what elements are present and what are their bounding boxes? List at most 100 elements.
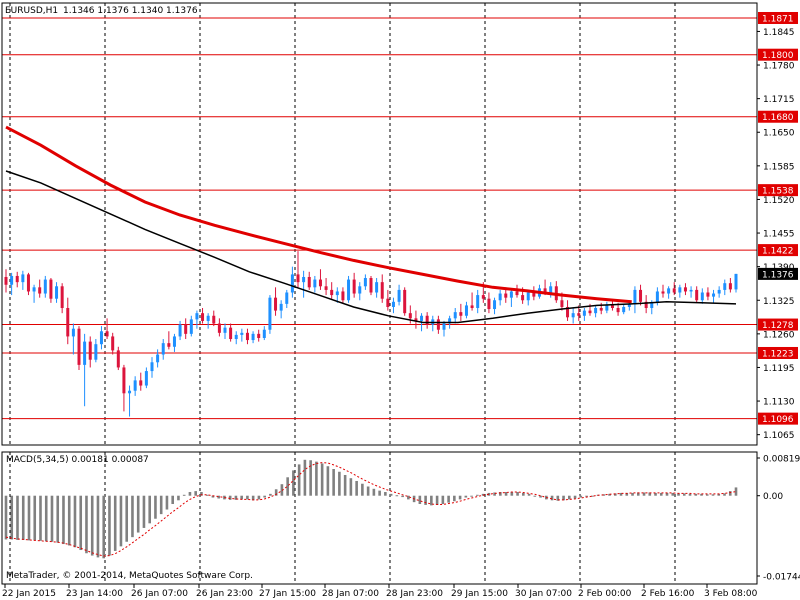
candle-body	[330, 289, 334, 296]
copyright-text: MetaTrader, © 2001-2014, MetaQuotes Soft…	[6, 571, 253, 581]
candle-body	[420, 315, 424, 321]
candle-body	[99, 331, 103, 345]
macd-bar	[56, 495, 60, 543]
macd-bar	[131, 495, 134, 538]
moving-average-slow-line	[5, 125, 632, 304]
macd-bar	[470, 495, 473, 497]
candle-body	[60, 286, 64, 309]
current-price-label: 1.1376	[762, 270, 794, 280]
candle-body	[335, 291, 339, 296]
x-tick-label: 3 Feb 08:00	[704, 589, 758, 599]
candle-body	[639, 289, 643, 302]
macd-signal-line	[5, 462, 737, 557]
level-price-tag	[758, 346, 798, 359]
macd-bar	[332, 469, 335, 496]
y-tick-label: 1.1130	[763, 398, 795, 408]
symbol-title: EURUSD,H1	[5, 6, 58, 16]
candle-body	[560, 300, 564, 307]
macd-bar	[27, 495, 31, 541]
level-price-tag	[758, 48, 798, 61]
macd-bar	[395, 495, 399, 497]
macd-bar	[493, 492, 496, 496]
candle-body	[201, 313, 205, 321]
candle-body	[32, 287, 36, 292]
macd-bar	[171, 495, 174, 504]
candle-body	[442, 323, 446, 330]
current-price-tag	[758, 267, 798, 280]
macd-bar	[234, 495, 238, 500]
y-tick-label: 1.1585	[763, 162, 795, 172]
level-price-tag	[758, 184, 798, 197]
candle-body	[133, 380, 137, 391]
candle-body	[15, 275, 19, 283]
level-price-label: 1.1422	[762, 247, 794, 257]
candle-body	[622, 306, 626, 313]
candle-body	[633, 289, 637, 304]
macd-bar	[355, 480, 358, 496]
level-price-label: 1.1800	[762, 51, 794, 61]
y-tick-label: 1.1260	[763, 330, 795, 340]
macd-bar	[366, 486, 370, 496]
macd-bar	[205, 494, 209, 496]
candle-body	[341, 291, 345, 301]
candle-body	[526, 292, 530, 301]
candle-body	[498, 293, 502, 301]
macd-bar	[182, 494, 186, 496]
macd-bar	[361, 483, 364, 496]
macd-bar	[734, 487, 738, 496]
macd-bar	[573, 495, 577, 499]
macd-bar	[33, 495, 37, 541]
price-panel-frame	[1, 2, 758, 446]
candle-body	[414, 318, 418, 321]
level-price-label: 1.1223	[762, 349, 794, 359]
candle-body	[380, 282, 384, 299]
x-tick-label: 27 Jan 15:00	[259, 589, 316, 599]
y-tick-label: 1.1065	[763, 431, 795, 441]
candle-body	[577, 313, 581, 316]
candle-body	[49, 279, 53, 299]
candle-body	[453, 312, 457, 319]
candle-body	[470, 305, 474, 309]
candle-body	[734, 273, 738, 290]
candle-body	[678, 287, 682, 293]
candle-body	[4, 276, 8, 285]
candle-body	[363, 278, 367, 287]
candle-body	[240, 332, 244, 335]
macd-bar	[711, 494, 715, 496]
candle-body	[515, 291, 519, 296]
candle-body	[38, 287, 42, 294]
candle-body	[700, 292, 704, 301]
candle-body	[268, 297, 272, 330]
candle-body	[88, 341, 92, 360]
candle-body	[10, 275, 14, 285]
candle-body	[695, 289, 699, 301]
macd-bar	[631, 492, 634, 496]
candle-body	[144, 371, 148, 386]
candle-body	[55, 286, 59, 299]
macd-bar	[108, 495, 111, 556]
x-tick-label: 26 Jan 07:00	[131, 589, 188, 599]
macd-label: MACD(5,34,5) 0.00181 0.00087	[6, 455, 149, 465]
x-tick-label: 2 Feb 16:00	[641, 589, 695, 599]
candle-body	[493, 300, 497, 310]
candle-body	[94, 344, 98, 360]
candle-body	[189, 319, 193, 334]
candle-body	[728, 283, 732, 290]
horizontal-levels	[2, 17, 757, 420]
macd-bar	[90, 495, 94, 556]
candle-body	[279, 303, 283, 311]
macd-bar	[113, 495, 117, 551]
candle-body	[504, 293, 508, 298]
macd-bar	[119, 495, 123, 547]
macd-bar	[435, 495, 439, 505]
candle-body	[476, 295, 480, 309]
candle-body	[408, 313, 412, 319]
x-tick-label: 30 Jan 07:00	[515, 589, 572, 599]
y-tick-label: 1.1325	[763, 297, 795, 307]
macd-bar	[728, 491, 732, 496]
candle-body	[21, 274, 25, 283]
candle-body	[229, 327, 233, 340]
macd-bar	[165, 495, 169, 510]
x-tick-label: 23 Jan 14:00	[66, 589, 123, 599]
candle-body	[318, 279, 322, 287]
